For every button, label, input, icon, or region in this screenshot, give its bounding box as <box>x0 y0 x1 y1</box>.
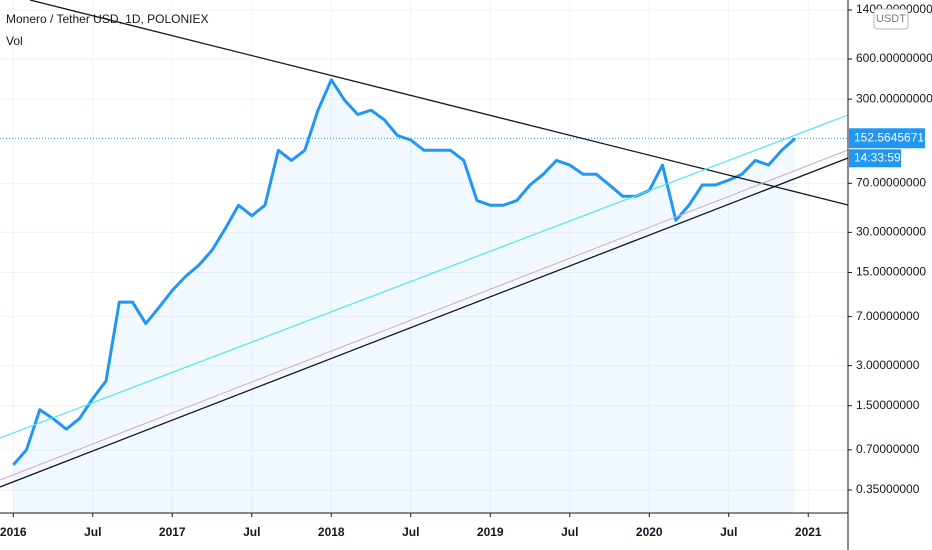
area <box>13 79 795 514</box>
x-tick-label: Jul <box>720 525 737 539</box>
x-tick-label: 2020 <box>636 525 663 539</box>
trend-line <box>29 0 849 206</box>
x-tick-label: 2018 <box>318 525 345 539</box>
chart-title: Monero / Tether USD, 1D, POLONIEX <box>6 12 209 26</box>
x-tick-label: 2019 <box>477 525 504 539</box>
y-tick-label: 70.00000000 <box>856 176 926 190</box>
axes: 1400.00000000600.00000000300.0000000070.… <box>0 2 932 539</box>
x-tick-label: Jul <box>561 525 578 539</box>
y-tick-label: 0.35000000 <box>856 482 920 496</box>
y-tick-label: 3.00000000 <box>856 358 920 372</box>
x-tick-label: Jul <box>243 525 260 539</box>
y-tick-label: 600.00000000 <box>856 51 932 65</box>
indicator-label: Vol <box>6 34 23 48</box>
y-tick-label: 7.00000000 <box>856 309 920 323</box>
x-tick-label: Jul <box>84 525 101 539</box>
x-tick-label: 2016 <box>0 525 27 539</box>
countdown-label: 14:33:59 <box>854 150 901 164</box>
y-tick-label: 15.00000000 <box>856 265 926 279</box>
last-price-label: 152.56456718 <box>854 130 931 144</box>
countdown-box <box>849 149 901 168</box>
currency-label[interactable]: USDT <box>876 13 906 25</box>
y-tick-label: 0.70000000 <box>856 442 920 456</box>
x-tick-label: Jul <box>402 525 419 539</box>
trend-line <box>0 114 849 439</box>
y-tick-label: 1.50000000 <box>856 398 920 412</box>
currency-button[interactable] <box>873 8 909 30</box>
x-tick-label: 2017 <box>159 525 186 539</box>
trend-line <box>0 149 849 481</box>
y-tick-label: 30.00000000 <box>856 225 926 239</box>
price-line <box>12 78 796 466</box>
trend-line <box>0 157 849 488</box>
y-tick-label: 300.00000000 <box>856 91 932 105</box>
last-price-box <box>849 128 925 149</box>
grid <box>0 0 848 513</box>
x-tick-label: 2021 <box>795 525 822 539</box>
plot <box>0 78 848 514</box>
